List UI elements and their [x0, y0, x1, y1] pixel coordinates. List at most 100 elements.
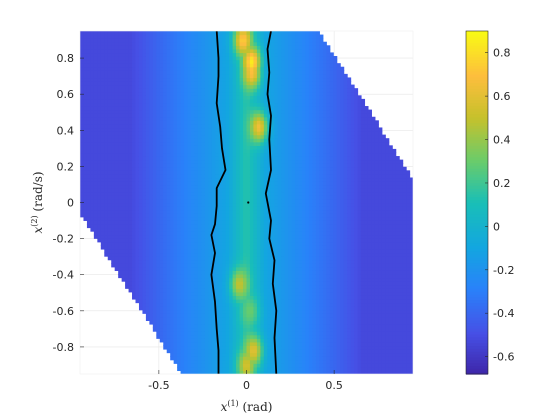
heatmap-cell: [229, 256, 234, 261]
heatmap-cell: [149, 298, 154, 304]
heatmap-cell: [218, 320, 223, 325]
heatmap-cell: [256, 288, 261, 293]
heatmap-cell: [201, 334, 206, 339]
heatmap-cell: [104, 113, 109, 118]
heatmap-cell: [180, 116, 185, 121]
heatmap-cell: [243, 231, 248, 236]
heatmap-cell: [222, 70, 227, 75]
heatmap-cell: [163, 216, 168, 221]
heatmap-cell: [125, 223, 130, 229]
heatmap-cell: [274, 34, 279, 39]
heatmap-cell: [277, 116, 282, 121]
heatmap-cell: [218, 298, 223, 304]
heatmap-cell: [218, 248, 223, 254]
heatmap-cell: [197, 63, 203, 68]
heatmap-cell: [86, 170, 92, 175]
heatmap-cell: [263, 152, 268, 157]
heatmap-cell: [128, 73, 133, 79]
heatmap-cell: [197, 156, 203, 161]
heatmap-cell: [138, 245, 144, 250]
heatmap-cell: [232, 131, 237, 136]
heatmap-cell: [80, 38, 85, 43]
heatmap-cell: [281, 313, 286, 318]
heatmap-cell: [229, 66, 234, 71]
heatmap-cell: [218, 198, 223, 204]
heatmap-cell: [204, 38, 209, 43]
heatmap-cell: [114, 177, 119, 182]
heatmap-cell: [274, 223, 279, 229]
heatmap-cell: [97, 231, 102, 236]
heatmap-cell: [281, 152, 286, 157]
heatmap-cell: [177, 320, 182, 325]
heatmap-cell: [191, 256, 196, 261]
heatmap-cell: [243, 348, 248, 354]
heatmap-cell: [166, 223, 171, 229]
heatmap-cell: [197, 184, 203, 189]
heatmap-cell: [121, 166, 126, 171]
heatmap-cell: [132, 277, 137, 282]
heatmap-cell: [163, 202, 168, 207]
heatmap-cell: [97, 84, 102, 89]
heatmap-cell: [256, 109, 261, 114]
heatmap-cell: [184, 338, 189, 343]
heatmap-cell: [229, 156, 234, 161]
heatmap-cell: [173, 359, 178, 364]
heatmap-cell: [225, 284, 230, 289]
heatmap-cell: [90, 98, 95, 104]
heatmap-cell: [246, 316, 251, 321]
heatmap-cell: [191, 359, 196, 364]
heatmap-cell: [166, 163, 171, 168]
heatmap-cell: [177, 259, 182, 264]
heatmap-cell: [173, 202, 178, 207]
heatmap-cell: [204, 209, 209, 214]
heatmap-cell: [249, 241, 255, 246]
heatmap-cell: [187, 263, 192, 268]
heatmap-cell: [222, 81, 227, 86]
heatmap-cell: [253, 206, 258, 211]
heatmap-cell: [166, 41, 171, 46]
heatmap-cell: [218, 341, 223, 347]
heatmap-cell: [194, 34, 199, 39]
heatmap-cell: [166, 202, 171, 207]
heatmap-cell: [239, 209, 244, 214]
heatmap-cell: [225, 288, 230, 293]
heatmap-cell: [274, 159, 279, 164]
heatmap-cell: [128, 127, 133, 132]
heatmap-cell: [249, 188, 255, 193]
heatmap-cell: [104, 238, 109, 243]
heatmap-cell: [197, 134, 203, 139]
heatmap-cell: [281, 145, 286, 150]
heatmap-cell: [93, 34, 98, 39]
heatmap-cell: [277, 202, 282, 207]
heatmap-cell: [239, 370, 244, 374]
heatmap-cell: [229, 363, 234, 368]
heatmap-cell: [114, 148, 119, 154]
heatmap-cell: [170, 295, 175, 300]
heatmap-cell: [166, 288, 171, 293]
heatmap-cell: [166, 241, 171, 246]
heatmap-cell: [145, 138, 150, 143]
heatmap-cell: [256, 163, 261, 168]
heatmap-cell: [277, 109, 282, 114]
heatmap-cell: [184, 181, 189, 186]
heatmap-cell: [156, 227, 161, 232]
heatmap-cell: [236, 313, 241, 318]
heatmap-cell: [93, 138, 98, 143]
heatmap-cell: [253, 302, 258, 307]
heatmap-cell: [243, 295, 248, 300]
heatmap-cell: [166, 34, 171, 39]
heatmap-cell: [135, 52, 140, 57]
heatmap-cell: [104, 98, 109, 104]
heatmap-cell: [246, 113, 251, 118]
heatmap-cell: [83, 177, 88, 182]
heatmap-cell: [232, 266, 237, 271]
heatmap-cell: [152, 156, 157, 161]
heatmap-cell: [170, 77, 175, 82]
heatmap-cell: [236, 281, 241, 286]
heatmap-cell: [163, 141, 168, 146]
heatmap-cell: [173, 52, 178, 57]
heatmap-cell: [253, 288, 258, 293]
heatmap-cell: [93, 170, 98, 175]
heatmap-cell: [197, 70, 203, 75]
heatmap-cell: [232, 295, 237, 300]
